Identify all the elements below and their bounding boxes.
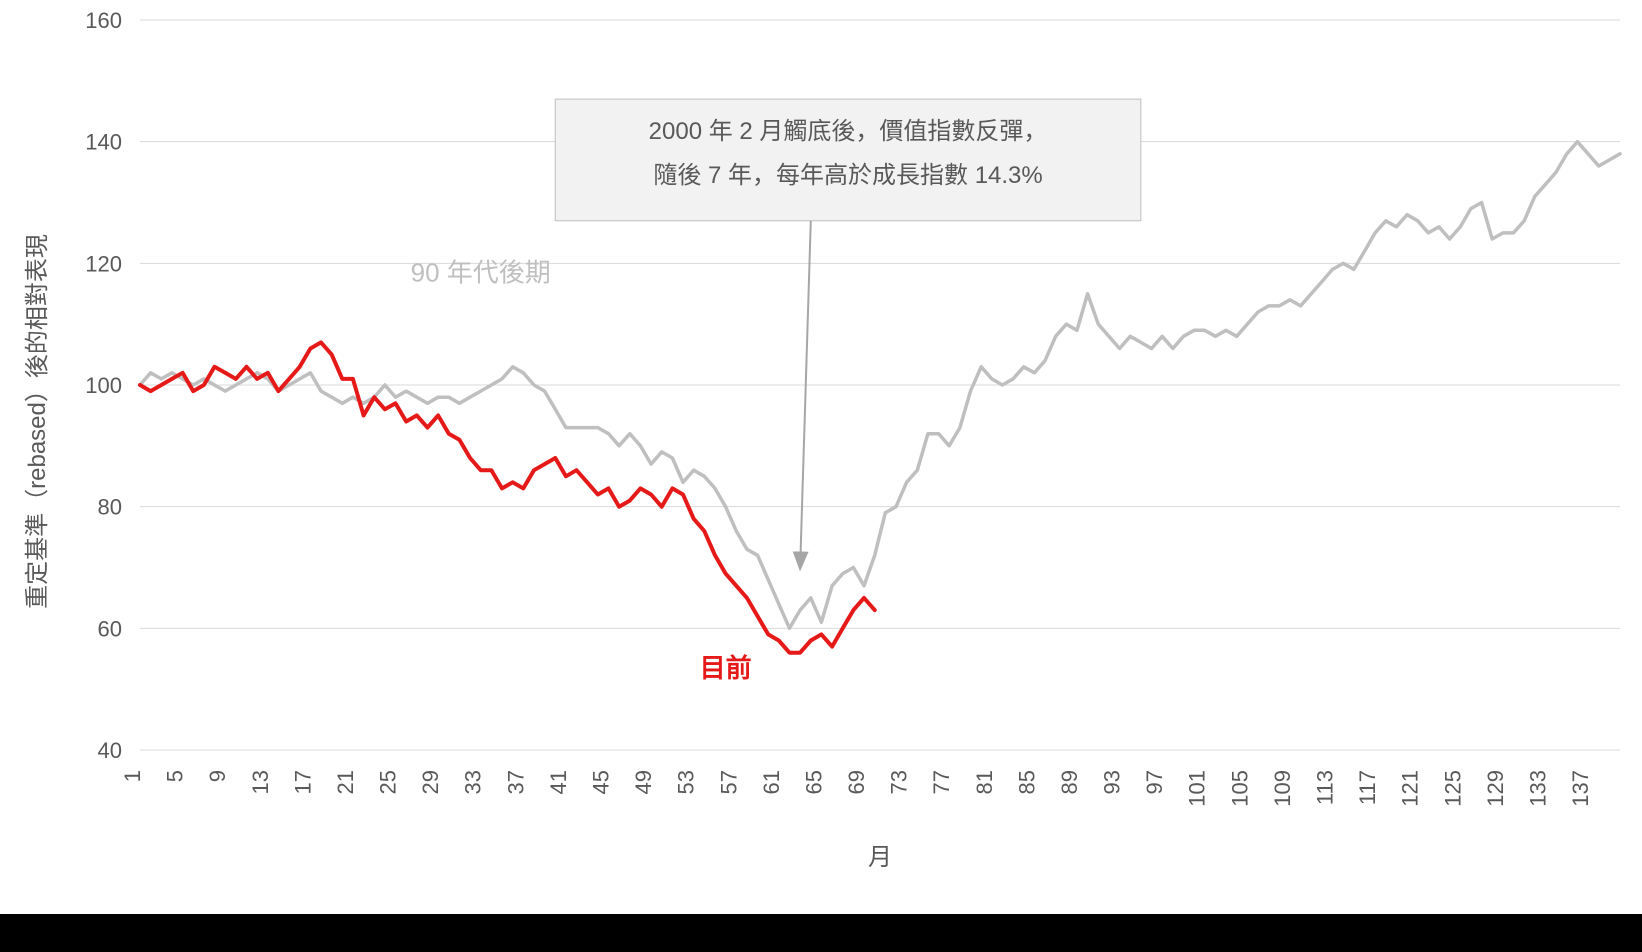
x-tick-label: 129 xyxy=(1483,770,1508,807)
annotation-text-line: 隨後 7 年，每年高於成長指數 14.3% xyxy=(653,162,1042,189)
x-tick-label: 73 xyxy=(887,770,912,794)
y-tick-label: 80 xyxy=(98,495,122,520)
x-tick-label: 133 xyxy=(1525,770,1550,807)
series-label-late_90s: 90 年代後期 xyxy=(411,258,551,288)
x-tick-label: 49 xyxy=(631,770,656,794)
x-tick-label: 125 xyxy=(1440,770,1465,807)
x-tick-label: 45 xyxy=(588,770,613,794)
x-tick-label: 89 xyxy=(1057,770,1082,794)
x-tick-label: 101 xyxy=(1185,770,1210,807)
x-tick-label: 29 xyxy=(418,770,443,794)
x-tick-label: 117 xyxy=(1355,770,1380,805)
x-tick-label: 33 xyxy=(461,770,486,794)
x-tick-label: 97 xyxy=(1142,770,1167,794)
x-tick-label: 57 xyxy=(716,770,741,794)
x-tick-label: 65 xyxy=(801,770,826,794)
x-tick-label: 77 xyxy=(929,770,954,794)
y-tick-label: 100 xyxy=(85,373,122,398)
x-tick-label: 1 xyxy=(120,770,145,782)
x-tick-label: 121 xyxy=(1398,770,1423,807)
bottom-bar xyxy=(0,914,1642,952)
x-tick-label: 137 xyxy=(1568,770,1593,807)
y-axis-title: 重定基準（rebased）後的相對表現 xyxy=(24,234,51,609)
x-tick-label: 25 xyxy=(376,770,401,794)
annotation-arrow xyxy=(800,221,811,568)
x-tick-label: 61 xyxy=(759,770,784,794)
y-tick-label: 40 xyxy=(98,738,122,763)
x-tick-label: 5 xyxy=(163,770,188,782)
series-line-current xyxy=(140,342,875,652)
performance-chart: 40 60 80 100 120 140 160 1 5 9 13 17 21 25 29 33 37 41 45 4… xyxy=(0,0,1642,952)
x-tick-label: 53 xyxy=(674,770,699,794)
x-tick-label: 21 xyxy=(333,770,358,794)
y-tick-label: 120 xyxy=(85,251,122,276)
x-axis-title: 月 xyxy=(868,844,892,871)
x-tick-label: 105 xyxy=(1227,770,1252,807)
y-tick-label: 60 xyxy=(98,616,122,641)
x-tick-label: 113 xyxy=(1313,770,1338,805)
x-tick-label: 93 xyxy=(1100,770,1125,794)
x-tick-label: 13 xyxy=(248,770,273,794)
annotation-text-line: 2000 年 2 月觸底後，價值指數反彈， xyxy=(649,118,1048,145)
x-tick-label: 69 xyxy=(844,770,869,794)
x-tick-label: 41 xyxy=(546,770,571,794)
x-tick-label: 37 xyxy=(503,770,528,794)
x-tick-label: 85 xyxy=(1014,770,1039,794)
y-tick-label: 140 xyxy=(85,130,122,155)
x-tick-label: 109 xyxy=(1270,770,1295,807)
x-tick-label: 81 xyxy=(972,770,997,794)
x-tick-label: 9 xyxy=(205,770,230,782)
y-tick-label: 160 xyxy=(85,8,122,33)
chart-svg: 40 60 80 100 120 140 160 1 5 9 13 17 21 25 29 33 37 41 45 4… xyxy=(0,0,1642,952)
x-tick-label: 17 xyxy=(290,770,315,794)
series-label-current: 目前 xyxy=(700,653,752,683)
